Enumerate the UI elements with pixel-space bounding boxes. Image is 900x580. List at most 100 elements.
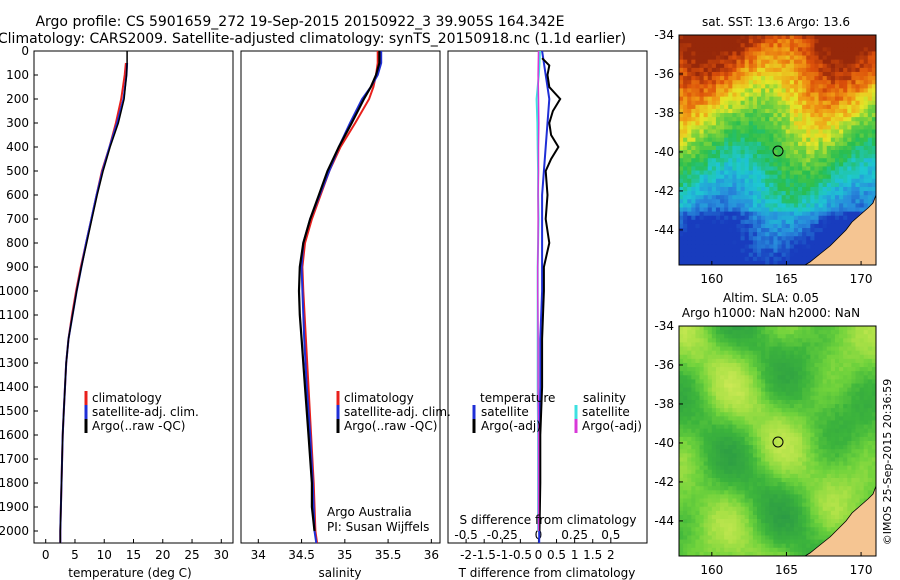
map-cell — [740, 228, 746, 233]
map-cell — [720, 428, 725, 434]
map-cell — [798, 367, 803, 372]
lat-tick-label: -42 — [654, 184, 674, 198]
map-cell — [765, 391, 770, 397]
map-cell — [703, 506, 709, 512]
map-cell — [847, 145, 852, 151]
map-cell — [687, 219, 692, 225]
map-cell — [732, 117, 737, 122]
map-cell — [740, 424, 746, 430]
map-cell — [793, 432, 799, 438]
map-cell — [847, 43, 852, 48]
map-cell — [867, 473, 873, 479]
map-cell — [724, 59, 729, 65]
map-cell — [691, 182, 696, 188]
map-cell — [703, 125, 709, 130]
map-cell — [789, 362, 795, 368]
temperature-legend: climatology satellite-adj. clim. Argo(..… — [84, 391, 199, 433]
map-cell — [756, 428, 762, 434]
map-cell — [806, 154, 811, 159]
map-cell — [793, 383, 799, 389]
map-cell — [679, 494, 684, 499]
map-cell — [736, 215, 741, 221]
map-cell — [707, 338, 713, 343]
map-cell — [744, 502, 750, 508]
map-cell — [830, 121, 836, 126]
map-cell — [724, 223, 729, 229]
map-cell — [863, 469, 869, 475]
map-cell — [683, 59, 688, 65]
map-cell — [818, 158, 824, 163]
map-cell — [683, 469, 688, 475]
map-cell — [867, 51, 873, 56]
map-cell — [859, 498, 865, 504]
map-cell — [687, 96, 692, 102]
map-cell — [834, 371, 840, 376]
map-cell — [740, 84, 746, 89]
map-cell — [711, 342, 717, 347]
map-cell — [830, 174, 836, 180]
map-cell — [683, 191, 688, 196]
map-cell — [736, 125, 741, 130]
map-cell — [785, 137, 791, 143]
map-cell — [855, 80, 860, 85]
map-cell — [687, 43, 692, 48]
map-cell — [810, 338, 815, 343]
map-cell — [810, 108, 815, 114]
map-cell — [769, 71, 774, 77]
map-cell — [822, 395, 828, 401]
map-cell — [744, 482, 750, 487]
map-cell — [793, 71, 799, 77]
map-cell — [798, 432, 803, 438]
map-cell — [695, 133, 700, 139]
map-cell — [703, 158, 709, 163]
map-cell — [724, 465, 729, 471]
map-cell — [724, 104, 729, 110]
map-cell — [839, 482, 844, 487]
map-cell — [863, 473, 869, 479]
map-cell — [720, 92, 725, 98]
map-cell — [802, 502, 807, 508]
map-cell — [867, 469, 873, 475]
map-cell — [724, 342, 729, 347]
map-cell — [748, 465, 754, 471]
map-cell — [810, 51, 815, 56]
map-cell — [744, 436, 750, 442]
map-cell — [822, 346, 828, 352]
map-cell — [830, 219, 836, 225]
map-cell — [818, 195, 824, 200]
map-cell — [683, 141, 688, 147]
map-cell — [748, 203, 754, 208]
map-cell — [703, 461, 709, 467]
map-cell — [761, 244, 766, 249]
map-cell — [802, 358, 807, 364]
map-cell — [863, 121, 869, 126]
map-cell — [863, 441, 869, 446]
map-cell — [785, 371, 791, 376]
map-cell — [826, 141, 832, 147]
map-cell — [798, 436, 803, 442]
map-cell — [806, 494, 811, 499]
y-tick-label: 800 — [6, 236, 29, 250]
map-cell — [793, 154, 799, 159]
map-cell — [871, 84, 876, 89]
map-cell — [732, 150, 737, 155]
map-cell — [839, 416, 844, 421]
map-cell — [806, 162, 811, 167]
map-cell — [695, 55, 700, 61]
map-cell — [867, 96, 873, 102]
map-cell — [736, 145, 741, 151]
map-cell — [720, 55, 725, 61]
map-cell — [720, 215, 725, 221]
map-cell — [748, 186, 754, 192]
map-cell — [818, 207, 824, 213]
map-cell — [814, 428, 819, 434]
map-cell — [847, 51, 852, 56]
map-cell — [715, 174, 721, 180]
map-cell — [740, 178, 746, 184]
map-cell — [691, 416, 696, 421]
map-cell — [740, 432, 746, 438]
map-cell — [781, 490, 787, 495]
map-cell — [752, 260, 758, 265]
map-cell — [761, 399, 766, 405]
map-cell — [839, 412, 844, 417]
